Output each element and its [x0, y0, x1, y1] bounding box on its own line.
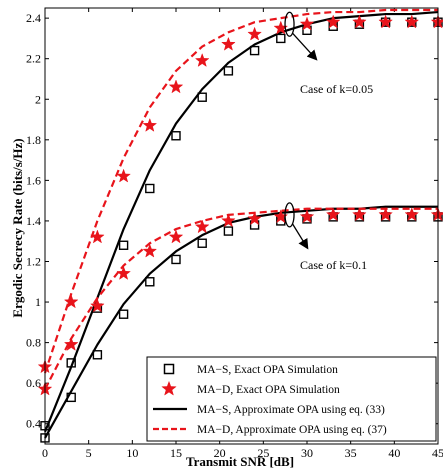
series-3-point-12	[352, 14, 367, 29]
series-5-line	[43, 10, 439, 433]
series-3-point-9	[273, 20, 289, 35]
x-tick-label-3: 15	[170, 446, 182, 460]
series-7-line	[43, 8, 438, 374]
series-3-point-8	[247, 26, 262, 41]
series-1-point-3	[118, 240, 129, 250]
legend: MA−S, Exact OPA Simulation MA−D, Exact OP…	[146, 356, 437, 442]
series-2	[37, 207, 443, 396]
series-2-point-1	[63, 336, 79, 351]
y-tick-label-1: 0.6	[26, 376, 41, 390]
x-tick-label-0: 0	[42, 446, 48, 460]
series-3-point-10	[299, 16, 315, 31]
y-tick-label-4: 1.2	[26, 254, 41, 268]
series-3-point-2	[90, 229, 105, 244]
series-2-point-9	[273, 209, 289, 224]
x-tick-label-1: 5	[86, 446, 92, 460]
legend-box	[146, 356, 437, 442]
series-6-line	[44, 207, 438, 390]
y-tick-label-9: 2.2	[26, 52, 41, 66]
series-1-point-8	[249, 45, 260, 56]
series-5	[43, 10, 439, 433]
legend-label-2: MA−S, Approximate OPA using eq. (33)	[197, 404, 385, 416]
series-6	[44, 207, 438, 390]
x-tick-label-5: 25	[257, 446, 269, 460]
series-2-point-3	[116, 265, 131, 280]
plot-area: 0 5 10 15 20 25 30 35 40 45 0.4 0.6 0.8 1 1.2 1.4 1.6 1.8…	[26, 8, 443, 460]
y-tick-label-5: 1.4	[26, 214, 41, 228]
legend-item-1: MA−D, Exact OPA Simulation	[161, 380, 340, 396]
series-3-point-13	[378, 14, 393, 29]
y-tick-label-10: 2.4	[26, 11, 41, 25]
series-3-point-1	[63, 294, 79, 309]
legend-item-0: MA−S, Exact OPA Simulation	[163, 363, 338, 376]
series-2-point-2	[90, 298, 105, 313]
series-1-point-5	[171, 131, 181, 141]
legend-label-3: MA−D, Approximate OPA using eq. (37)	[197, 424, 387, 436]
y-axis-label: Ergodic Secrecy Rate (bits/s/Hz)	[10, 138, 25, 317]
series-1-point-9	[276, 33, 286, 44]
y-tick-label-3: 1	[35, 295, 41, 309]
series-1-point-1	[66, 358, 76, 368]
series-0-point-5	[171, 254, 181, 265]
legend-symbol-1	[161, 380, 177, 396]
series-0-point-7	[223, 226, 234, 236]
legend-item-2: MA−S, Approximate OPA using eq. (33)	[153, 404, 385, 416]
annotation-label-1: Case of k=0.1	[300, 258, 367, 272]
y-tick-label-0: 0.4	[26, 417, 41, 431]
x-tick-label-4: 20	[214, 446, 226, 460]
series-0-point-2	[92, 350, 103, 360]
x-tick-label-7: 35	[345, 446, 357, 460]
series-2-point-12	[352, 207, 367, 222]
series-3-point-11	[325, 14, 341, 29]
series-3-point-14	[404, 14, 420, 29]
y-tick-label-8: 2	[35, 92, 41, 106]
series-1-point-4	[145, 183, 155, 194]
series-3-point-6	[194, 53, 210, 67]
series-1-point-7	[223, 66, 234, 76]
annotation-label-0: Case of k=0.05	[300, 82, 373, 96]
legend-symbol-0	[163, 363, 175, 375]
series-3-point-5	[168, 79, 184, 94]
x-tick-label-8: 40	[388, 446, 400, 460]
series-2-point-14	[404, 207, 420, 222]
x-tick-label-9: 45	[432, 446, 443, 460]
y-tick-label-2: 0.8	[26, 336, 41, 350]
series-2-point-10	[299, 209, 315, 224]
series-2-point-11	[325, 207, 341, 222]
series-0-point-1	[66, 392, 76, 403]
series-0-point-6	[197, 238, 207, 248]
series-3	[37, 14, 443, 374]
x-tick-label-2: 10	[126, 446, 138, 460]
series-1-point-6	[197, 92, 207, 102]
legend-label-1: MA−D, Exact OPA Simulation	[197, 384, 340, 396]
y-tick-label-6: 1.6	[26, 173, 41, 187]
series-3-point-3	[116, 168, 131, 183]
annotation-ellipse-1	[284, 202, 295, 228]
series-7	[43, 8, 438, 374]
series-3-point-7	[221, 36, 236, 51]
y-tick-label-7: 1.8	[26, 133, 41, 147]
x-axis-label: Transmit SNR [dB]	[186, 454, 294, 469]
series-2-point-13	[378, 207, 393, 222]
legend-label-0: MA−S, Exact OPA Simulation	[197, 364, 338, 376]
annotations: Case of k=0.05 Case of k=0.1	[284, 11, 373, 272]
series-2-point-5	[168, 229, 184, 244]
series-2-point-6	[194, 219, 210, 234]
legend-item-3: MA−D, Approximate OPA using eq. (37)	[153, 424, 387, 436]
plot-frame	[44, 7, 439, 445]
series-2-point-15	[430, 207, 443, 222]
x-tick-label-6: 30	[301, 446, 313, 460]
series-0-point-3	[118, 309, 129, 319]
series-2-point-4	[142, 243, 158, 258]
series-3-point-4	[142, 117, 158, 132]
series-0-point-4	[145, 277, 155, 287]
annotation-arrow-1	[291, 223, 309, 250]
axes: 0 5 10 15 20 25 30 35 40 45 0.4 0.6 0.8 1 1.2 1.4 1.6 1.8…	[26, 8, 443, 460]
series-2-point-8	[247, 211, 262, 226]
series-2-point-7	[221, 213, 236, 228]
annotation-arrow-0	[292, 32, 318, 61]
annotation-ellipse-0	[284, 11, 295, 37]
